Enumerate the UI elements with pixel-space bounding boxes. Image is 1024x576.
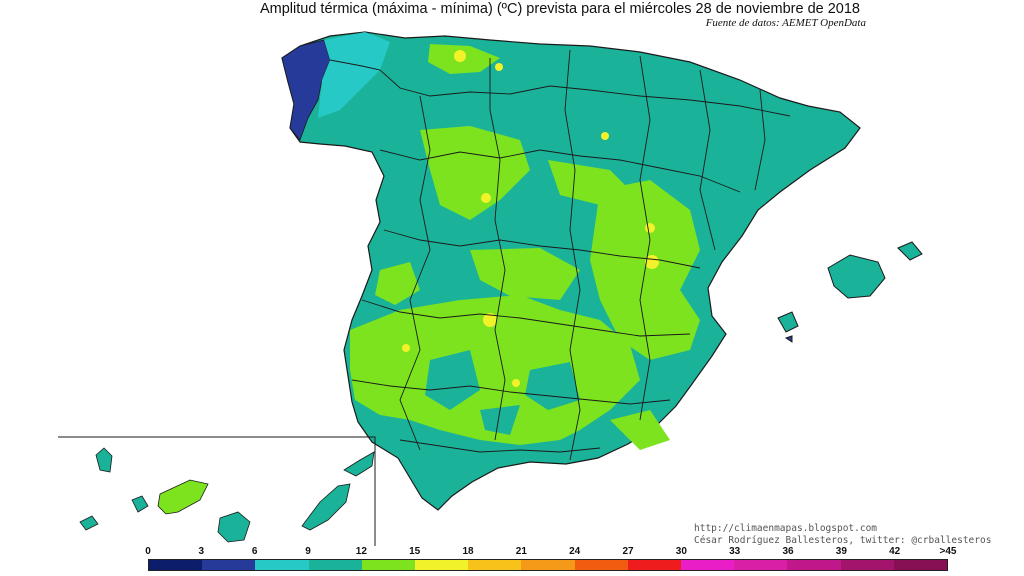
legend-label: 36	[782, 546, 794, 557]
legend-label: 42	[889, 546, 901, 557]
legend-swatch	[574, 560, 628, 570]
province-borders	[329, 49, 791, 461]
legend-label: >45	[939, 546, 957, 557]
legend-label: 39	[835, 546, 847, 557]
legend-label: 30	[675, 546, 687, 557]
legend-swatch	[468, 560, 522, 570]
data-source: Fuente de datos: AEMET OpenData	[705, 17, 866, 29]
legend-swatch	[893, 560, 948, 570]
balearic-islands	[777, 241, 923, 343]
legend-label: 6	[251, 546, 258, 557]
galicia-coast	[281, 39, 331, 141]
legend-label: 0	[145, 546, 151, 557]
credit-url: http://climaenmapas.blogspot.com	[694, 523, 878, 534]
galicia-cyan-band	[318, 32, 390, 118]
legend-label: 12	[355, 546, 367, 557]
legend-labels: 0 3 6 9 12 15 18 21 24 27 30 33 36 39 42 >45	[145, 546, 956, 558]
legend-swatch	[255, 560, 309, 570]
legend-label: 21	[515, 546, 527, 557]
canary-inset	[58, 436, 376, 546]
legend-label: 33	[729, 546, 741, 557]
legend-label: 15	[409, 546, 421, 557]
legend-swatch	[361, 560, 416, 570]
legend-swatch	[415, 560, 469, 570]
legend-label: 3	[198, 546, 205, 557]
legend-swatch	[787, 560, 841, 570]
legend-swatch	[734, 560, 788, 570]
color-legend	[148, 559, 948, 571]
legend-swatch	[308, 560, 362, 570]
credit-author: César Rodríguez Ballesteros, twitter: @c…	[694, 535, 992, 546]
legend-swatch	[840, 560, 894, 570]
legend-label: 18	[462, 546, 474, 557]
legend-label: 27	[622, 546, 634, 557]
legend-swatch	[521, 560, 575, 570]
legend-label: 24	[569, 546, 581, 557]
map-title: Amplitud térmica (máxima - mínima) (ºC) …	[259, 1, 860, 17]
legend-swatch	[202, 560, 256, 570]
legend-swatch	[627, 560, 682, 570]
legend-label: 9	[305, 546, 311, 557]
green-zones	[350, 44, 700, 450]
legend-swatch	[681, 560, 735, 570]
teal-patches	[425, 350, 580, 435]
legend-swatch	[149, 560, 203, 570]
